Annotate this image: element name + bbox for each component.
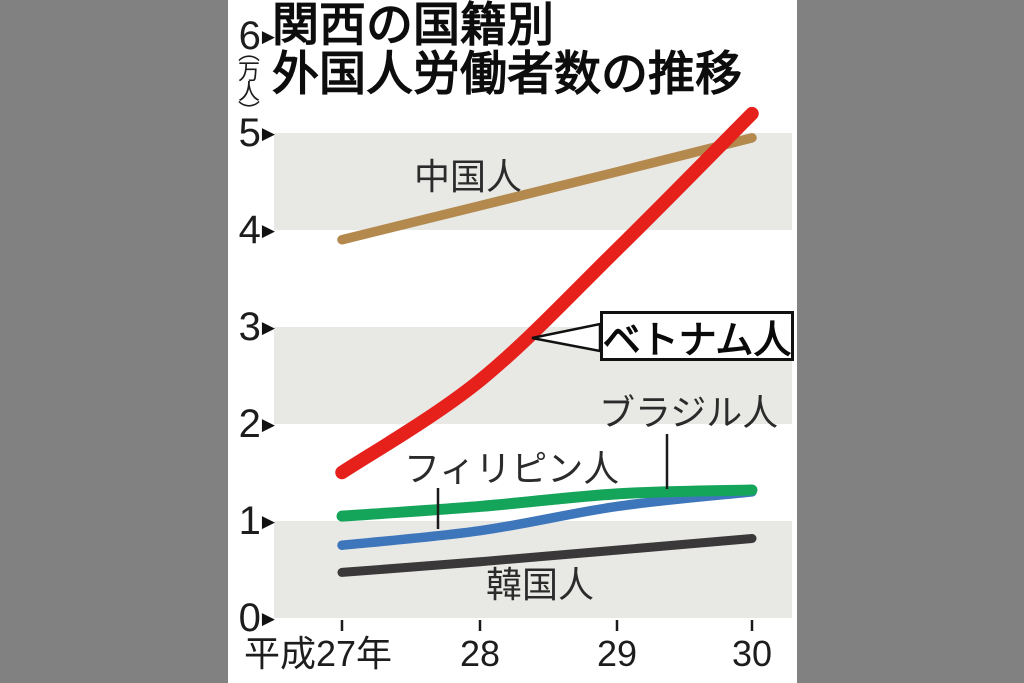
chart-title-line1: 関西の国籍別 <box>272 0 554 51</box>
y-tick-label: 4 <box>238 208 261 252</box>
korea-series-label: 韓国人 <box>486 564 595 605</box>
x-axis-label-30: 30 <box>731 633 773 674</box>
y-tick-arrow-icon: ▶ <box>261 220 275 240</box>
y-tick-4: 4 ▶ <box>228 208 275 252</box>
series-lines <box>335 106 759 577</box>
china-series-label: 中国人 <box>414 156 523 197</box>
series-line-ブラジル人 <box>336 484 758 522</box>
y-tick-arrow-icon: ▶ <box>261 26 275 46</box>
y-tick-arrow-icon: ▶ <box>261 123 275 143</box>
y-tick-label: 0 <box>238 596 261 640</box>
x-axis-label-29: 29 <box>596 633 638 674</box>
y-tick-3: 3 ▶ <box>228 305 275 349</box>
y-tick-label: 2 <box>238 402 261 446</box>
chart-panel: 関西の国籍別 外国人労働者数の推移 （万人） 6 ▶ 5 ▶ 4 ▶ 3 ▶ 2 ▶ 1 ▶ 0 ▶ 平成… <box>228 0 797 683</box>
y-axis-unit-label: （万人） <box>235 40 260 120</box>
y-tick-6: 6 ▶ <box>228 14 275 58</box>
y-tick-5: 5 ▶ <box>228 111 275 155</box>
y-tick-label: 5 <box>238 111 261 155</box>
y-tick-label: 1 <box>238 499 261 543</box>
brazil-series-label: ブラジル人 <box>599 392 779 433</box>
x-axis-label-28: 28 <box>459 633 501 674</box>
vietnam-series-label-box: ベトナム人 <box>600 311 794 362</box>
y-tick-1: 1 ▶ <box>228 499 275 543</box>
chart-title: 関西の国籍別 外国人労働者数の推移 <box>272 0 742 98</box>
series-line-ベトナム人 <box>335 106 759 480</box>
philippines-series-label: フィリピン人 <box>404 448 620 489</box>
y-tick-2: 2 ▶ <box>228 402 275 446</box>
x-axis-ticks <box>340 620 754 631</box>
y-tick-arrow-icon: ▶ <box>261 317 275 337</box>
y-tick-label: 3 <box>238 305 261 349</box>
y-tick-arrow-icon: ▶ <box>261 608 275 628</box>
y-tick-arrow-icon: ▶ <box>261 414 275 434</box>
chart-title-line2: 外国人労働者数の推移 <box>272 47 742 100</box>
y-tick-0: 0 ▶ <box>228 596 275 640</box>
series-line-韓国人 <box>337 533 757 577</box>
series-line-中国人 <box>337 133 757 245</box>
y-tick-arrow-icon: ▶ <box>261 511 275 531</box>
y-tick-label: 6 <box>238 14 261 58</box>
vietnam-series-label: ベトナム人 <box>602 319 792 362</box>
x-axis-label-平成27年: 平成27年 <box>244 633 393 674</box>
series-line-フィリピン人 <box>337 487 757 550</box>
